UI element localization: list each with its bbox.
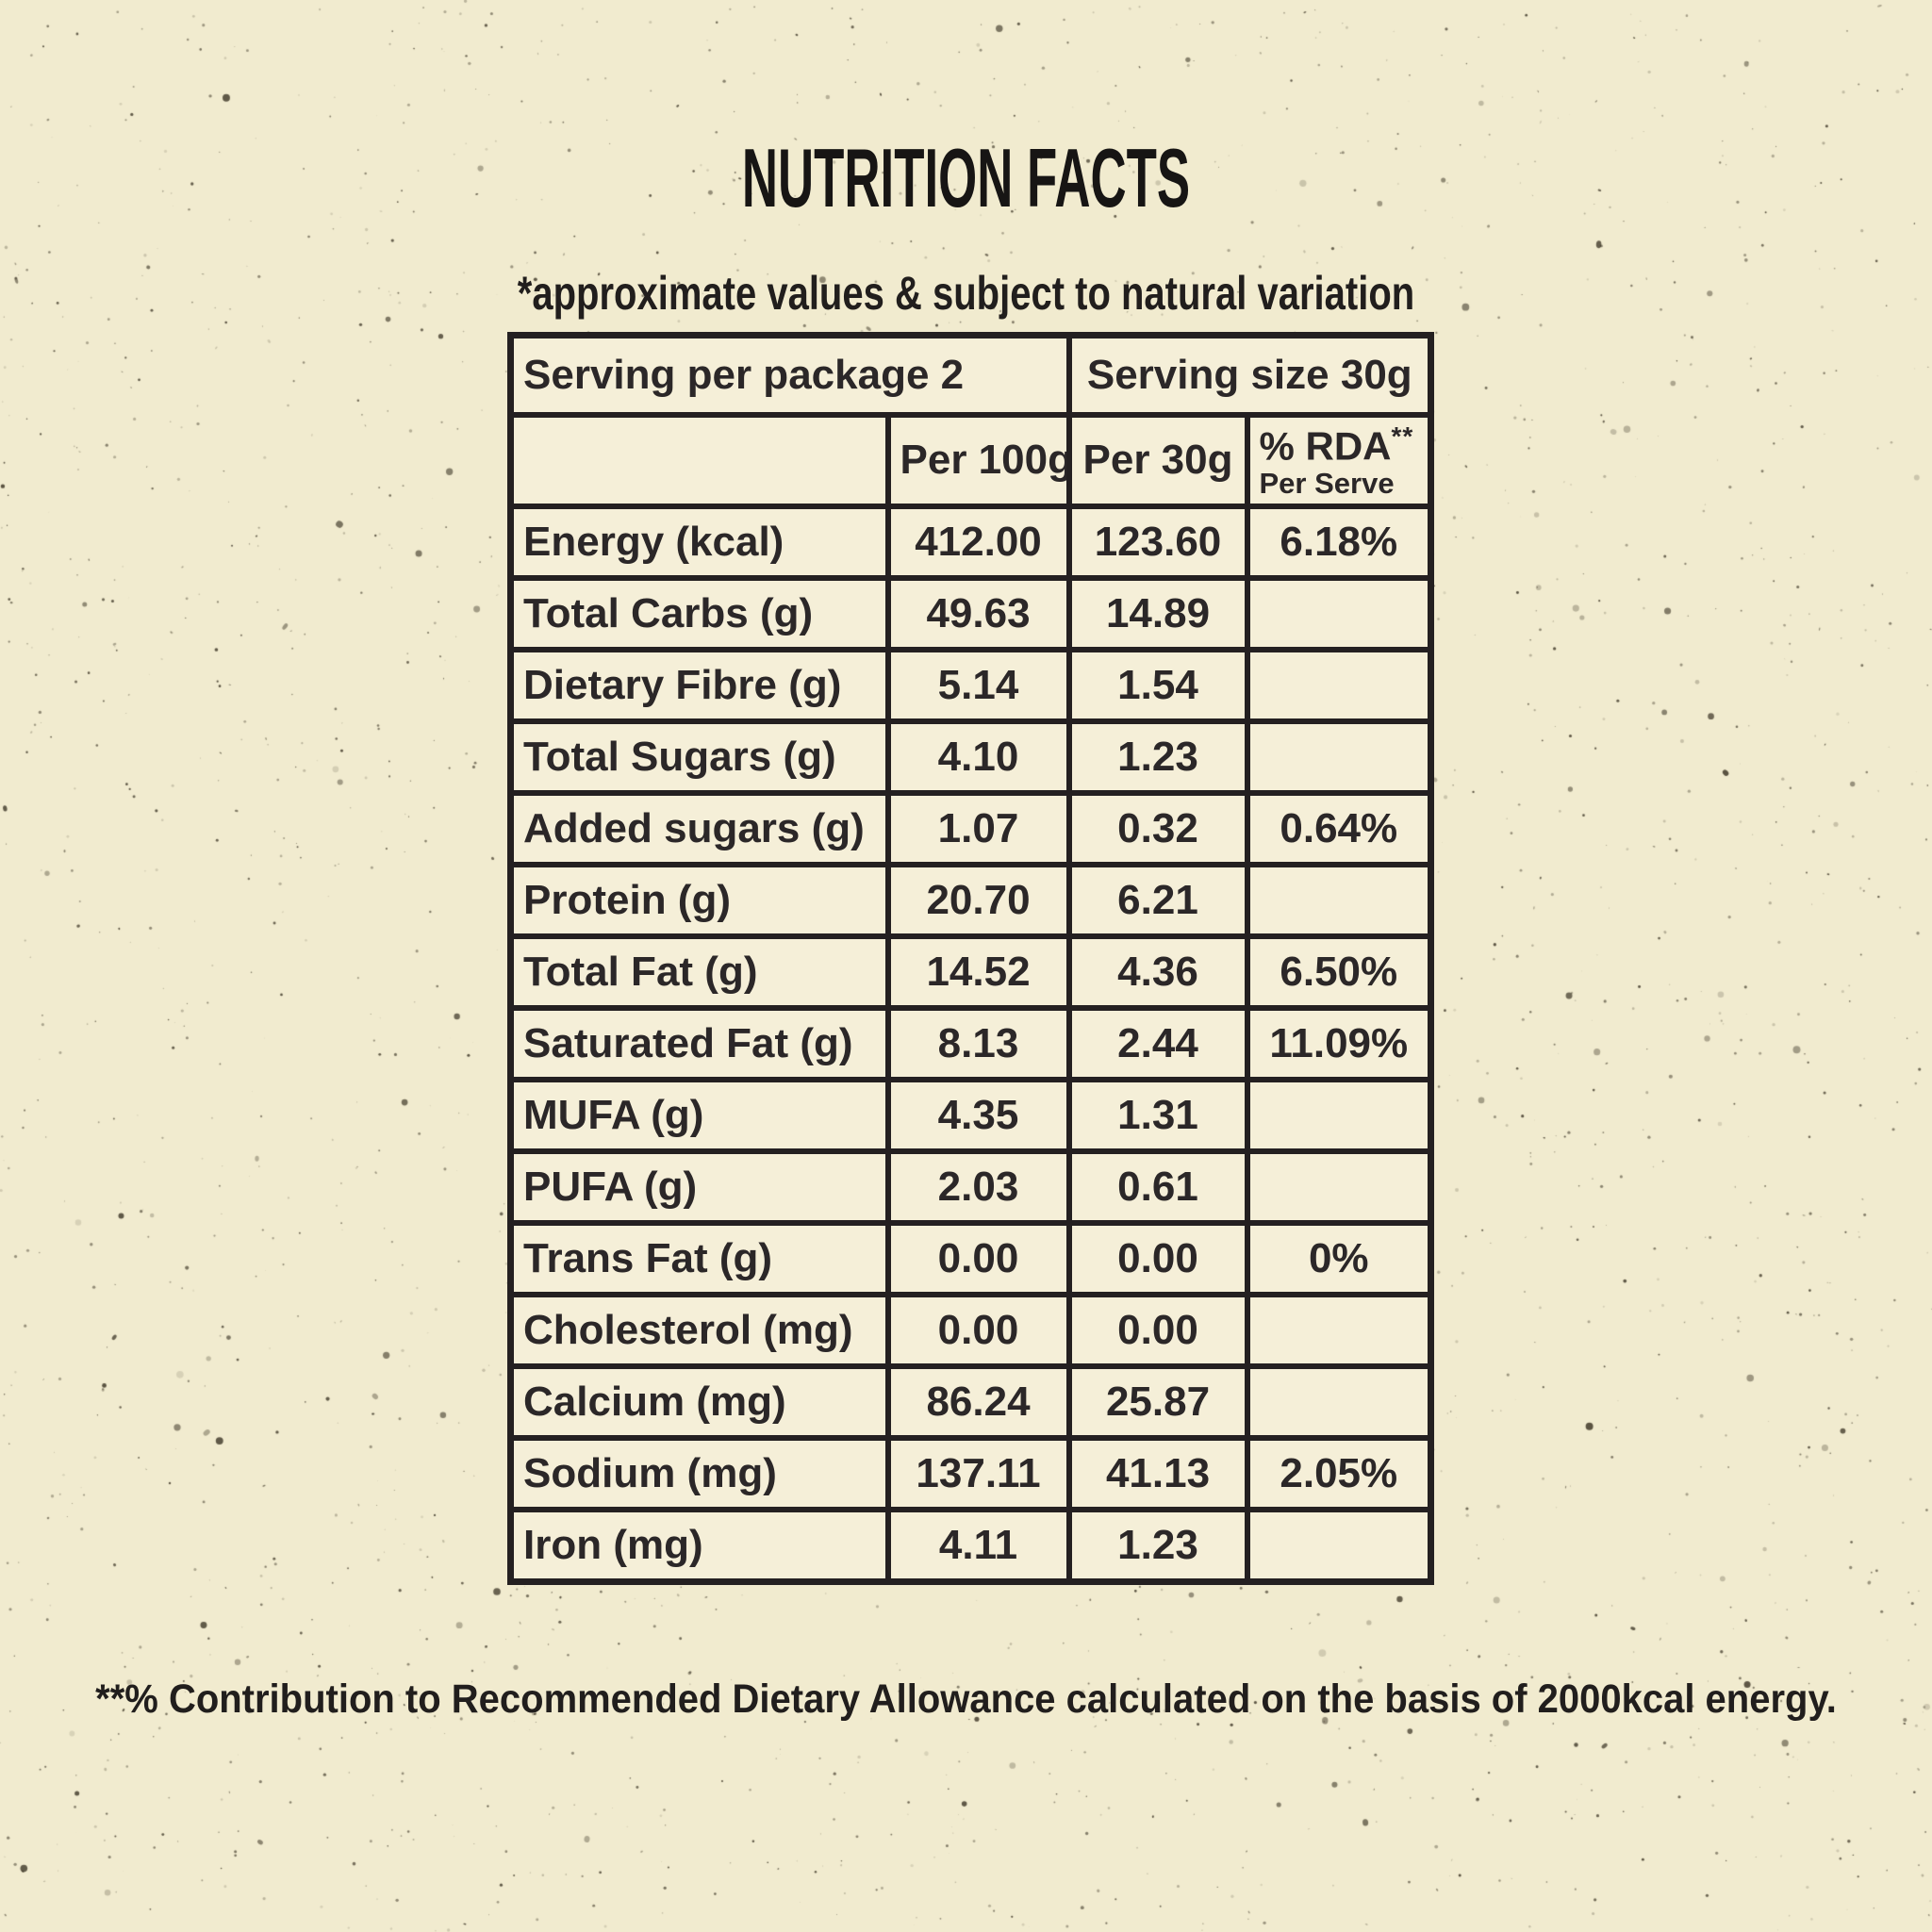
rda-header-asterisks: ** (1392, 421, 1414, 451)
per-100g-value-cell: 5.14 (888, 650, 1069, 721)
nutrient-label-cell: Total Carbs (g) (511, 578, 888, 650)
rda-value-cell (1247, 578, 1431, 650)
rda-value-cell: 11.09% (1247, 1008, 1431, 1080)
nutrient-label-cell: Total Sugars (g) (511, 721, 888, 793)
rda-value-cell (1247, 650, 1431, 721)
nutrient-label-cell: Protein (g) (511, 865, 888, 936)
per-30g-value-cell: 123.60 (1069, 506, 1247, 578)
column-header-per-30g: Per 30g (1069, 415, 1247, 507)
per-30g-value-cell: 14.89 (1069, 578, 1247, 650)
per-30g-value-cell: 1.23 (1069, 721, 1247, 793)
page-title: NUTRITION FACTS (387, 130, 1545, 226)
nutrition-rows: Energy (kcal) 412.00 123.60 6.18% Total … (511, 506, 1431, 1581)
column-header-row: Per 100g Per 30g % RDA** Per Serve (511, 415, 1431, 507)
per-30g-value-cell: 1.54 (1069, 650, 1247, 721)
serving-info-row: Serving per package 2 Serving size 30g (511, 336, 1431, 415)
table-row: Cholesterol (mg) 0.00 0.00 (511, 1295, 1431, 1366)
per-100g-value-cell: 8.13 (888, 1008, 1069, 1080)
table-row: Total Sugars (g) 4.10 1.23 (511, 721, 1431, 793)
per-30g-value-cell: 25.87 (1069, 1366, 1247, 1438)
per-30g-value-cell: 1.31 (1069, 1080, 1247, 1151)
per-30g-value-cell: 0.00 (1069, 1295, 1247, 1366)
per-30g-value-cell: 2.44 (1069, 1008, 1247, 1080)
table-row: Iron (mg) 4.11 1.23 (511, 1510, 1431, 1581)
rda-value-cell: 6.18% (1247, 506, 1431, 578)
nutrient-label-cell: Cholesterol (mg) (511, 1295, 888, 1366)
table-row: Sodium (mg) 137.11 41.13 2.05% (511, 1438, 1431, 1510)
per-30g-value-cell: 1.23 (1069, 1510, 1247, 1581)
per-30g-value-cell: 0.00 (1069, 1223, 1247, 1295)
nutrient-label-cell: Total Fat (g) (511, 936, 888, 1008)
rda-value-cell (1247, 1080, 1431, 1151)
column-header-rda: % RDA** Per Serve (1247, 415, 1431, 507)
table-row: MUFA (g) 4.35 1.31 (511, 1080, 1431, 1151)
per-100g-value-cell: 14.52 (888, 936, 1069, 1008)
nutrient-label-cell: Saturated Fat (g) (511, 1008, 888, 1080)
per-30g-value-cell: 4.36 (1069, 936, 1247, 1008)
footnote: **% Contribution to Recommended Dietary … (68, 1676, 1865, 1723)
serving-per-package-cell: Serving per package 2 (511, 336, 1069, 415)
nutrition-table: Serving per package 2 Serving size 30g P… (507, 332, 1434, 1585)
per-100g-value-cell: 4.10 (888, 721, 1069, 793)
table-row: Trans Fat (g) 0.00 0.00 0% (511, 1223, 1431, 1295)
rda-value-cell (1247, 1151, 1431, 1223)
nutrient-label-cell: Iron (mg) (511, 1510, 888, 1581)
table-row: Total Carbs (g) 49.63 14.89 (511, 578, 1431, 650)
table-row: Dietary Fibre (g) 5.14 1.54 (511, 650, 1431, 721)
nutrient-label-cell: PUFA (g) (511, 1151, 888, 1223)
nutrient-label-cell: Added sugars (g) (511, 793, 888, 865)
empty-header-cell (511, 415, 888, 507)
rda-value-cell (1247, 1295, 1431, 1366)
per-100g-value-cell: 86.24 (888, 1366, 1069, 1438)
serving-size-cell: Serving size 30g (1069, 336, 1431, 415)
per-100g-value-cell: 0.00 (888, 1223, 1069, 1295)
subtitle-disclaimer: *approximate values & subject to natural… (193, 266, 1739, 321)
per-100g-value-cell: 4.35 (888, 1080, 1069, 1151)
per-100g-value-cell: 4.11 (888, 1510, 1069, 1581)
per-100g-value-cell: 412.00 (888, 506, 1069, 578)
nutrient-label-cell: MUFA (g) (511, 1080, 888, 1151)
per-100g-value-cell: 0.00 (888, 1295, 1069, 1366)
table-row: Saturated Fat (g) 8.13 2.44 11.09% (511, 1008, 1431, 1080)
nutrition-label: NUTRITION FACTS *approximate values & su… (0, 0, 1932, 1932)
per-100g-value-cell: 49.63 (888, 578, 1069, 650)
table-row: Added sugars (g) 1.07 0.32 0.64% (511, 793, 1431, 865)
rda-value-cell (1247, 721, 1431, 793)
table-row: Energy (kcal) 412.00 123.60 6.18% (511, 506, 1431, 578)
per-100g-value-cell: 2.03 (888, 1151, 1069, 1223)
per-30g-value-cell: 6.21 (1069, 865, 1247, 936)
nutrient-label-cell: Dietary Fibre (g) (511, 650, 888, 721)
per-30g-value-cell: 41.13 (1069, 1438, 1247, 1510)
rda-value-cell: 6.50% (1247, 936, 1431, 1008)
table-row: Calcium (mg) 86.24 25.87 (511, 1366, 1431, 1438)
nutrient-label-cell: Trans Fat (g) (511, 1223, 888, 1295)
nutrient-label-cell: Calcium (mg) (511, 1366, 888, 1438)
per-100g-value-cell: 20.70 (888, 865, 1069, 936)
rda-value-cell (1247, 865, 1431, 936)
nutrient-label-cell: Energy (kcal) (511, 506, 888, 578)
table-row: PUFA (g) 2.03 0.61 (511, 1151, 1431, 1223)
per-30g-value-cell: 0.32 (1069, 793, 1247, 865)
table-row: Protein (g) 20.70 6.21 (511, 865, 1431, 936)
rda-header-label: % RDA (1260, 423, 1392, 468)
per-100g-value-cell: 137.11 (888, 1438, 1069, 1510)
column-header-per-100g: Per 100g (888, 415, 1069, 507)
table-row: Total Fat (g) 14.52 4.36 6.50% (511, 936, 1431, 1008)
rda-value-cell: 2.05% (1247, 1438, 1431, 1510)
rda-value-cell (1247, 1366, 1431, 1438)
per-30g-value-cell: 0.61 (1069, 1151, 1247, 1223)
rda-header-subtext: Per Serve (1260, 469, 1419, 498)
nutrient-label-cell: Sodium (mg) (511, 1438, 888, 1510)
rda-value-cell (1247, 1510, 1431, 1581)
rda-value-cell: 0% (1247, 1223, 1431, 1295)
rda-value-cell: 0.64% (1247, 793, 1431, 865)
per-100g-value-cell: 1.07 (888, 793, 1069, 865)
